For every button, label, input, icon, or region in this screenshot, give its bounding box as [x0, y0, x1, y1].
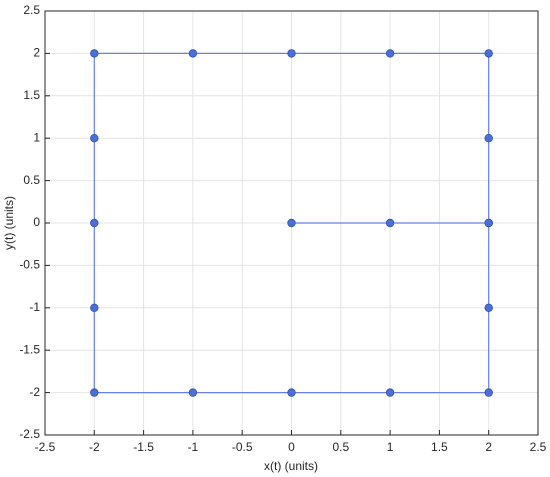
marker: [90, 49, 99, 58]
y-tick-label: -2: [29, 385, 40, 399]
y-tick-label: 2.5: [23, 3, 40, 17]
y-tick-label: 2: [33, 46, 40, 60]
marker: [188, 49, 198, 58]
x-tick-label: -1: [188, 440, 199, 454]
marker: [385, 49, 395, 58]
y-tick-label: -1.5: [19, 342, 40, 356]
y-tick-label: 1.5: [23, 88, 40, 102]
marker: [385, 388, 395, 397]
y-tick-label: -2.5: [19, 427, 40, 441]
marker: [484, 49, 493, 58]
marker: [287, 49, 296, 58]
y-axis-label: y(t) (units): [2, 196, 16, 250]
marker: [287, 218, 296, 228]
plot-frame: [44, 10, 539, 436]
x-tick-label: 0: [288, 440, 295, 454]
x-tick-label: 1.5: [431, 440, 448, 454]
y-tick-label: 0.5: [23, 173, 40, 187]
marker: [188, 388, 198, 397]
y-tick-label: -1: [29, 300, 40, 314]
marker: [385, 218, 395, 228]
x-tick-label: 2: [485, 440, 492, 454]
y-tick-label: 0: [33, 215, 40, 229]
marker: [484, 218, 493, 228]
y-tick-label: -0.5: [19, 258, 40, 272]
x-axis-label: x(t) (units): [264, 459, 318, 473]
marker: [484, 388, 493, 397]
x-tick-label: 0.5: [332, 440, 349, 454]
x-tick-label: 1: [387, 440, 394, 454]
marker: [484, 133, 493, 143]
marker: [90, 303, 99, 312]
y-tick-label: 1: [33, 130, 40, 144]
x-tick-label: -0.5: [232, 440, 253, 454]
x-tick-label: 2.5: [530, 440, 547, 454]
marker: [90, 388, 99, 397]
marker: [90, 133, 99, 143]
marker: [90, 218, 99, 228]
marker: [287, 388, 296, 397]
x-tick-label: -2.5: [35, 440, 56, 454]
x-tick-label: -2: [89, 440, 100, 454]
marker: [484, 303, 493, 312]
x-tick-label: -1.5: [133, 440, 154, 454]
